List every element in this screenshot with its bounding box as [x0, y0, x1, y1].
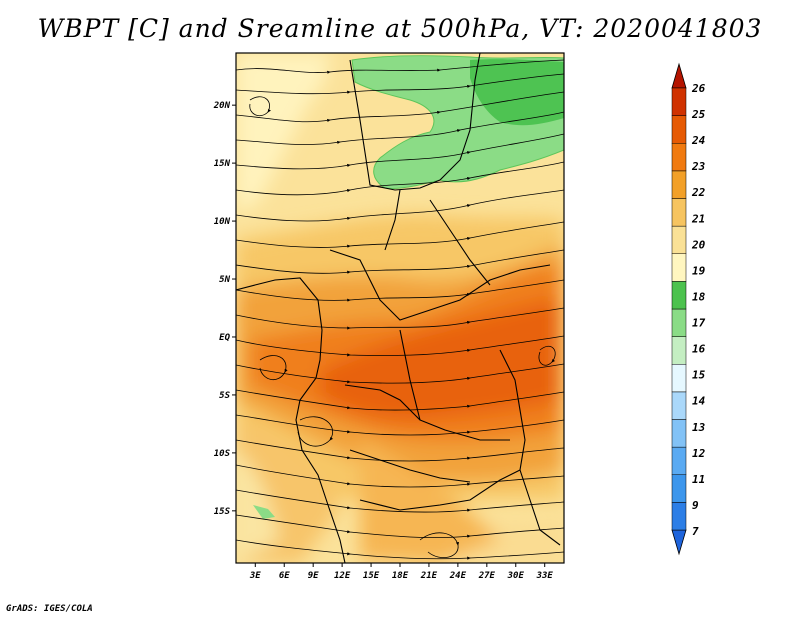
colorbar-tick-label: 26: [691, 82, 706, 95]
colorbar-tick-label: 19: [692, 264, 706, 277]
colorbar-tick-label: 24: [691, 134, 706, 147]
lat-tick-label: 15N: [214, 159, 231, 169]
colorbar-segment: [671, 364, 687, 393]
longitude-axis: 3E 6E 9E 12E 15E 18E 21E 24E 27E 30E 33E: [249, 563, 554, 581]
lon-tick-label: 24E: [449, 571, 467, 581]
country-borders: [236, 53, 561, 563]
colorbar-tick-label: 18: [692, 290, 706, 303]
lon-tick-label: 3E: [249, 571, 261, 581]
colorbar-tick-label: 12: [692, 447, 706, 460]
lon-tick-label: 9E: [308, 571, 319, 581]
colorbar-segment: [671, 391, 687, 420]
colorbar-tick-label: 17: [692, 317, 706, 330]
colorbar-segment: [671, 170, 687, 199]
colorbar-segment: [671, 419, 687, 448]
colorbar-segment: [671, 308, 687, 337]
lon-tick-label: 21E: [420, 571, 438, 581]
colorbar-tick-label: 22: [691, 186, 706, 199]
lat-tick-label: 20N: [213, 101, 231, 111]
lat-tick-label: 15S: [214, 507, 231, 517]
map-title: WBPT [C] and Sreamline at 500hPa, VT: 20…: [37, 14, 763, 43]
wbpt-colorbar: 7 9 11 12 13 14 15 16 17 18 19 20 21 22 23 24 25 26: [671, 62, 706, 556]
lat-tick-label: 10S: [214, 449, 231, 459]
lat-tick-label: 10N: [214, 217, 231, 227]
lon-tick-label: 30E: [507, 571, 525, 581]
colorbar-segment: [671, 446, 687, 475]
colorbar-segment: [671, 115, 687, 144]
colorbar-segment: [671, 281, 687, 310]
lon-tick-label: 27E: [478, 571, 496, 581]
colorbar-segment: [671, 198, 687, 227]
colorbar-bottom-arrow: [671, 529, 687, 556]
grads-credit: GrADS: IGES/COLA: [6, 604, 93, 614]
colorbar-segment: [671, 336, 687, 365]
lon-tick-label: 33E: [536, 571, 554, 581]
wbpt-shading: [236, 53, 564, 563]
lon-tick-label: 6E: [279, 571, 290, 581]
colorbar-tick-label: 15: [692, 369, 706, 382]
colorbar-segment: [671, 143, 687, 172]
lon-tick-label: 15E: [363, 571, 380, 581]
colorbar-tick-label: 11: [692, 473, 705, 486]
colorbar-tick-label: 7: [692, 525, 699, 538]
lat-tick-label: 5N: [219, 275, 230, 285]
lon-tick-label: 18E: [392, 571, 409, 581]
colorbar-top-arrow: [671, 62, 687, 89]
lat-tick-label: EQ: [219, 333, 230, 343]
colorbar-tick-label: 21: [691, 212, 705, 225]
colorbar-segment: [671, 225, 687, 254]
lat-tick-label: 5S: [219, 391, 230, 401]
colorbar-tick-label: 14: [692, 395, 706, 408]
colorbar-segment: [671, 502, 687, 531]
colorbar-tick-label: 20: [691, 238, 706, 251]
colorbar-tick-label: 9: [692, 499, 699, 512]
colorbar-tick-label: 13: [692, 421, 706, 434]
colorbar-tick-label: 23: [691, 160, 706, 173]
colorbar-segment: [671, 474, 687, 503]
colorbar-segment: [671, 87, 687, 116]
latitude-axis: 20N 15N 10N 5N EQ 5S 10S 15S: [213, 101, 236, 517]
colorbar-segment: [671, 253, 687, 282]
colorbar-tick-label: 25: [691, 108, 706, 121]
lon-tick-label: 12E: [334, 571, 351, 581]
colorbar-tick-label: 16: [692, 343, 706, 356]
